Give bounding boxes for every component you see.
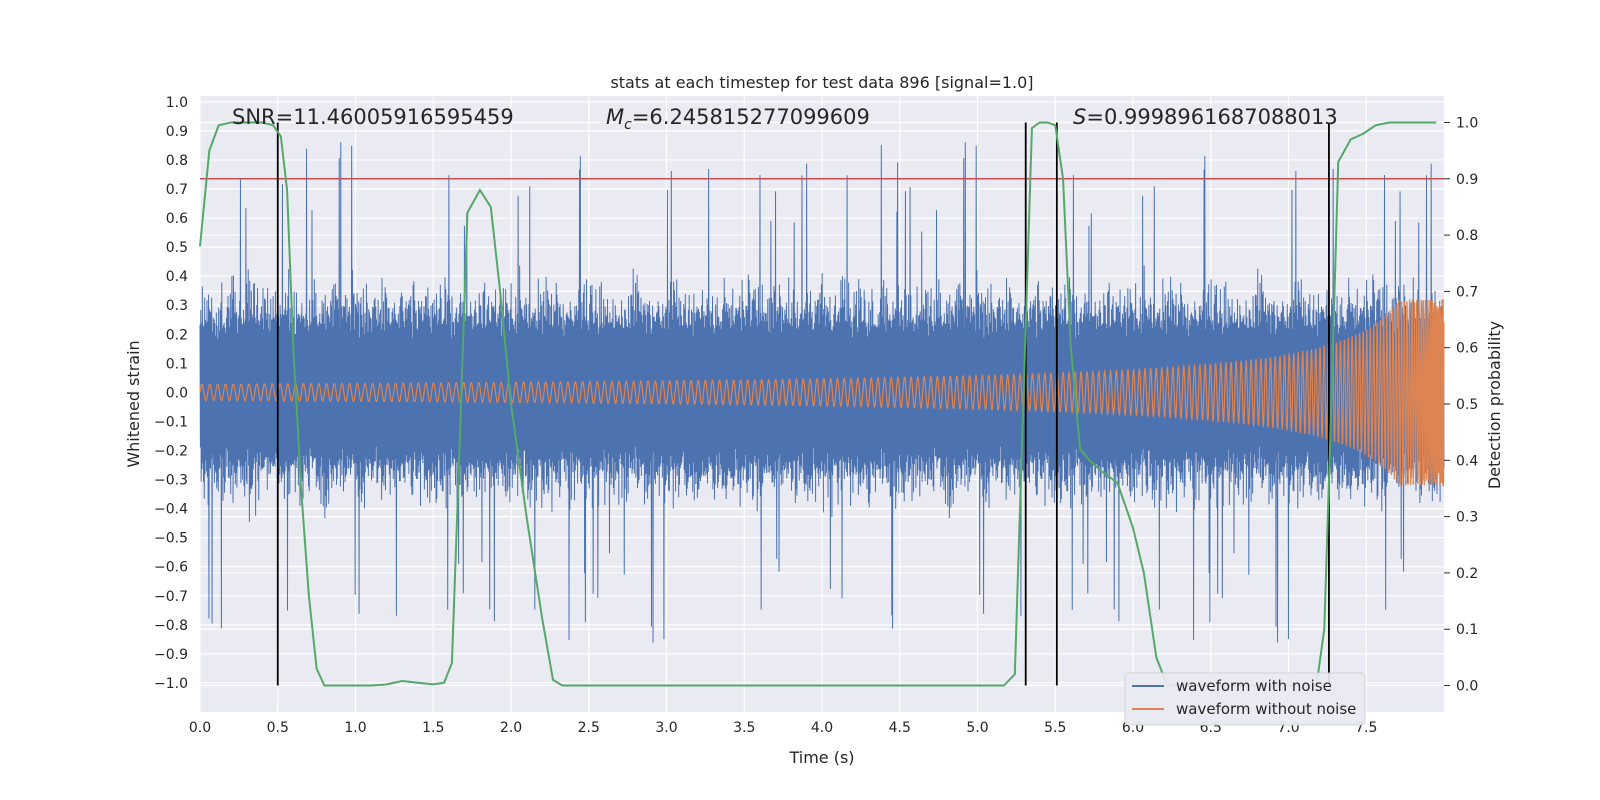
y-tick-label: −0.1 <box>154 414 188 430</box>
legend-box <box>1124 672 1366 726</box>
y2-tick-label: 0.5 <box>1456 397 1478 413</box>
x-tick-label: 2.5 <box>578 720 600 736</box>
x-axis-label: Time (s) <box>788 748 854 767</box>
y2-tick-label: 0.0 <box>1456 679 1478 695</box>
y2-tick-label: 0.3 <box>1456 510 1478 526</box>
x-tick-label: 1.5 <box>422 720 444 736</box>
chirp-mass-subscript: c <box>624 117 632 133</box>
y-tick-label: 0.4 <box>166 269 188 285</box>
y2-tick-label: 0.1 <box>1456 622 1478 638</box>
y2-tick-label: 0.9 <box>1456 172 1478 188</box>
y2-tick-label: 0.2 <box>1456 566 1478 582</box>
x-tick-label: 0.0 <box>189 720 211 736</box>
x-tick-label: 4.5 <box>889 720 911 736</box>
y-tick-label: −0.3 <box>154 473 188 489</box>
y2-tick-label: 0.7 <box>1456 284 1478 300</box>
x-axis-ticks: 0.0 0.5 1.0 1.5 2.0 2.5 3.0 3.5 4.0 4.5 5.0 5.5 6.0 6… <box>189 720 1378 736</box>
x-tick-label: 0.5 <box>267 720 289 736</box>
y-tick-label: 1.0 <box>166 95 188 111</box>
legend-label-noise: waveform with noise <box>1176 677 1332 695</box>
y-tick-label: −1.0 <box>154 676 188 692</box>
chart-title: stats at each timestep for test data 896… <box>610 73 1033 92</box>
y-axis-label: Whitened strain <box>124 340 143 467</box>
y-tick-label: 0.3 <box>166 298 188 314</box>
x-tick-label: 5.5 <box>1044 720 1066 736</box>
y-tick-label: −0.9 <box>154 647 188 663</box>
noise-waveform-series <box>199 142 1445 643</box>
y2-tick-label: 1.0 <box>1456 115 1478 131</box>
significance-value: =0.9998961687088013 <box>1086 105 1337 129</box>
legend: waveform with noise waveform without noi… <box>1124 672 1366 726</box>
y-tick-label: −0.4 <box>154 502 188 518</box>
x-tick-label: 2.0 <box>500 720 522 736</box>
y-tick-label: −0.2 <box>154 443 188 459</box>
y-tick-label: −0.5 <box>154 531 188 547</box>
x-tick-label: 5.0 <box>966 720 988 736</box>
chirp-mass-symbol: M <box>606 105 624 129</box>
y2-axis-label: Detection probability <box>1485 321 1504 489</box>
noise-waveform-line <box>199 142 1445 643</box>
x-tick-label: 4.0 <box>811 720 833 736</box>
y2-tick-label: 0.4 <box>1456 453 1478 469</box>
x-tick-label: 3.5 <box>733 720 755 736</box>
chirp-mass-annotation: Mc=6.245815277099609 <box>606 105 870 133</box>
y-tick-label: 0.6 <box>166 211 188 227</box>
y-tick-label: 0.0 <box>166 385 188 401</box>
y-tick-label: −0.6 <box>154 560 188 576</box>
y2-tick-label: 0.8 <box>1456 228 1478 244</box>
y-tick-label: 0.9 <box>166 124 188 140</box>
x-tick-label: 1.0 <box>344 720 366 736</box>
chirp-mass-value: =6.245815277099609 <box>632 105 870 129</box>
detection-markers <box>276 122 1330 686</box>
y2-axis-ticks: 1.0 0.9 0.8 0.7 0.6 0.5 0.4 0.3 0.2 0.1 0.0 <box>1444 115 1478 695</box>
legend-label-clean: waveform without noise <box>1176 700 1356 718</box>
x-tick-label: 3.0 <box>655 720 677 736</box>
y-tick-label: 0.8 <box>166 153 188 169</box>
y-tick-label: 0.1 <box>166 356 188 372</box>
clean-waveform-line <box>199 299 1445 486</box>
significance-symbol: S <box>1073 105 1086 129</box>
y2-tick-label: 0.6 <box>1456 341 1478 357</box>
y-tick-label: −0.8 <box>154 618 188 634</box>
y-tick-label: 0.2 <box>166 327 188 343</box>
y-tick-label: 0.7 <box>166 182 188 198</box>
y-tick-label: −0.7 <box>154 589 188 605</box>
snr-annotation: SNR=11.46005916595459 <box>232 105 514 129</box>
y-axis-ticks: 1.0 0.9 0.8 0.7 0.6 0.5 0.4 0.3 0.2 0.1 0.0 −0.1 −0.… <box>154 95 188 692</box>
clean-waveform-series <box>199 299 1445 486</box>
significance-annotation: S=0.9998961687088013 <box>1073 105 1338 129</box>
y-tick-label: 0.5 <box>166 240 188 256</box>
